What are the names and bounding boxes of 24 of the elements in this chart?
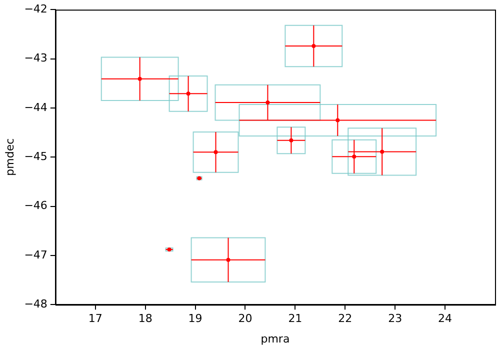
point (226, 258, 230, 262)
x-tick-label: 17 (88, 312, 102, 326)
x-tick-label: 20 (238, 312, 252, 326)
y-tick-label: −48 (24, 297, 48, 310)
x-tick-label: 24 (438, 312, 452, 326)
x-tick-label: 18 (138, 312, 152, 326)
y-tick-label: −45 (24, 150, 48, 163)
point (214, 150, 218, 154)
point (336, 118, 340, 122)
y-tick-label: −43 (24, 52, 48, 65)
x-tick-label: 23 (388, 312, 402, 326)
y-tick-label: −46 (24, 199, 48, 212)
y-tick-label: −42 (24, 2, 48, 16)
x-tick-label: 22 (338, 312, 352, 326)
point (312, 44, 316, 48)
x-tick-label: 19 (188, 312, 202, 326)
x-axis-title: pmra (260, 332, 290, 346)
y-axis-title: pmdec (3, 138, 16, 176)
y-tick-label: −47 (24, 248, 48, 262)
x-tick-label: 21 (288, 312, 302, 326)
point (266, 100, 270, 105)
point (380, 150, 384, 154)
point (138, 76, 142, 81)
y-tick-label: −44 (24, 100, 48, 114)
